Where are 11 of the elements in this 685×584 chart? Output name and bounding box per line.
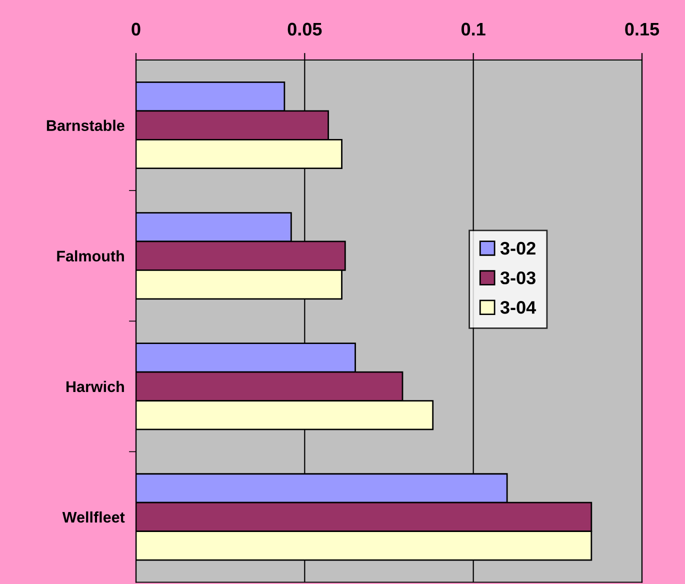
y-tick-label: Falmouth	[57, 250, 124, 262]
x-tick-label: 0	[132, 22, 140, 36]
x-tick-label: 0.15	[625, 22, 660, 36]
x-tick-label: 0.1	[462, 22, 486, 36]
legend-label: 3-02	[500, 242, 536, 255]
y-tick-label: Harwich	[66, 380, 124, 392]
x-tick-label: 0.05	[288, 22, 322, 36]
y-tick-label: Wellfleet	[62, 511, 125, 523]
y-tick-label: Barnstable	[46, 120, 124, 131]
legend-label: 3-03	[500, 271, 536, 284]
legend-label: 3-04	[500, 301, 536, 314]
